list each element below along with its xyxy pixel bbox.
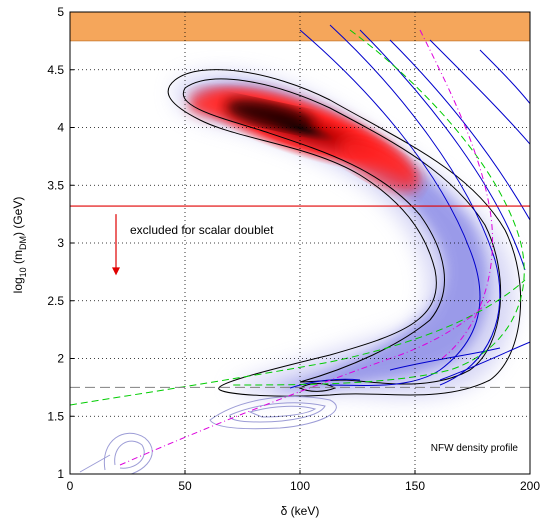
y-tick-label: 1 [57,467,64,481]
excluded-annotation: excluded for scalar doublet [130,223,274,237]
y-tick-label: 3 [57,236,64,250]
grid [70,12,530,474]
x-tick-label: 150 [405,479,425,493]
x-tick-label: 200 [520,479,540,493]
y-tick-label: 2 [57,352,64,366]
x-tick-label: 0 [67,479,74,493]
y-tick-label: 2.5 [47,294,64,308]
y-tick-label: 3.5 [47,178,64,192]
blue-contours [289,24,530,389]
x-tick-label: 100 [290,479,310,493]
magenta-contours [119,29,493,466]
x-axis: 0 50 100 150 200 [67,470,540,493]
x-axis-label: δ (keV) [281,504,320,518]
y-tick-label: 4 [57,121,64,135]
y-tick-label: 1.5 [47,409,64,423]
y-axis: 1 1.5 2 2.5 3 3.5 4 4.5 5 [47,5,74,481]
y-axis-label: log10 (mDM) (GeV) [11,197,28,294]
light-contours [79,396,337,474]
arrow-head [112,267,120,276]
black-contours [167,69,522,397]
y-tick-label: 4.5 [47,63,64,77]
profile-annotation: NFW density profile [431,443,519,454]
y-tick-label: 5 [57,5,64,19]
green-contours [70,29,526,406]
x-tick-label: 50 [178,479,192,493]
plot-area: excluded for scalar doublet NFW density … [70,12,530,474]
